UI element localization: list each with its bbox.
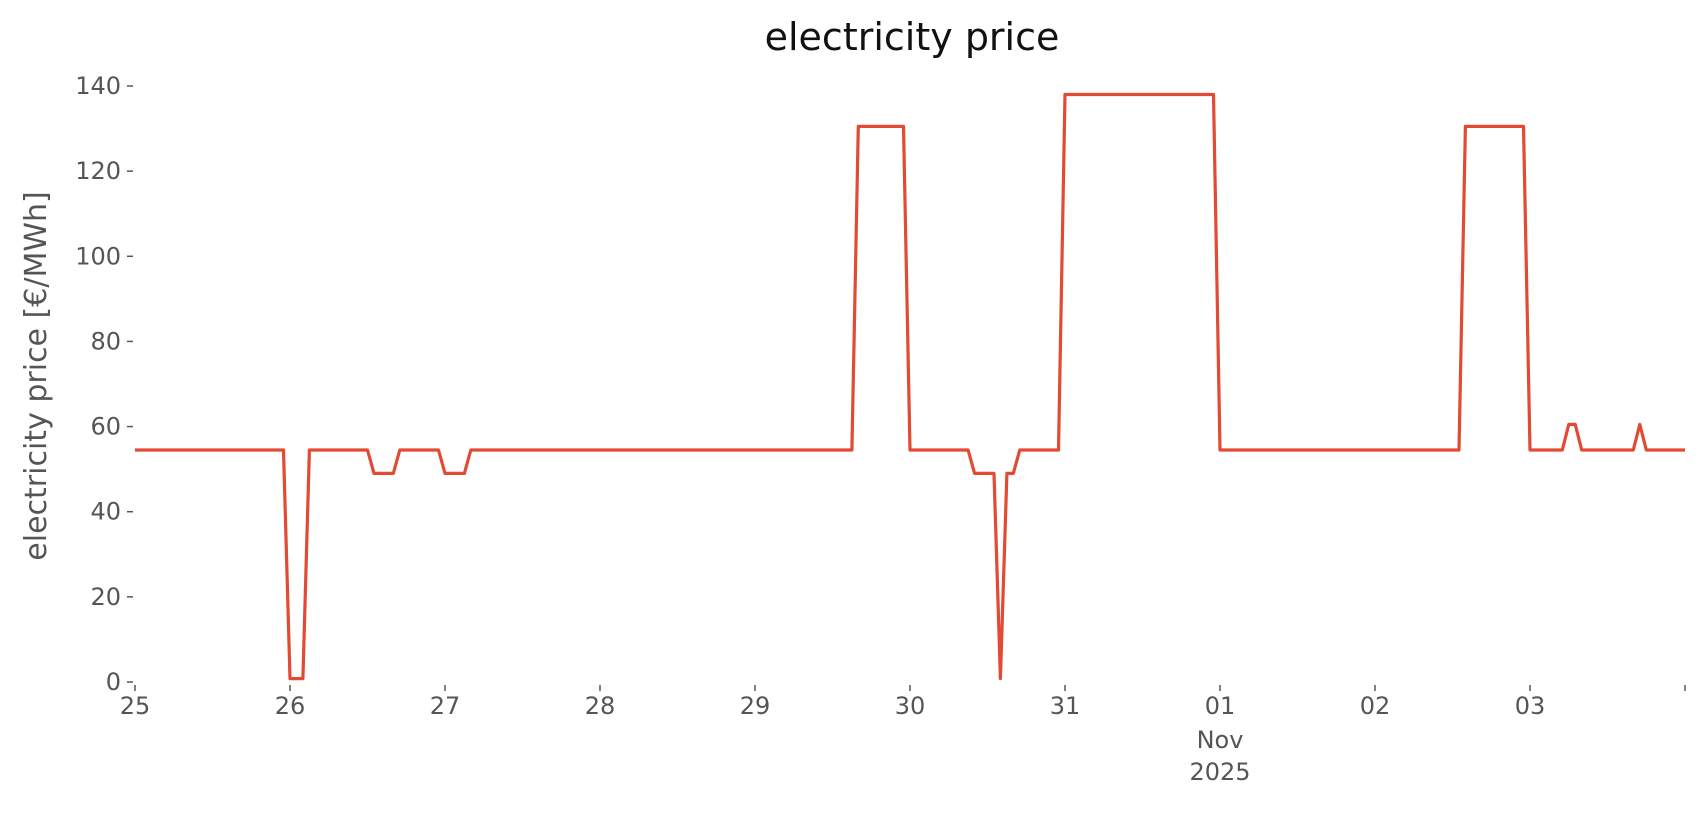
y-tick-label: 20: [90, 583, 121, 611]
y-tick-label: 60: [90, 413, 121, 441]
x-tick-label: 27: [430, 692, 461, 720]
x-tick-sublabel-month: Nov: [1197, 726, 1244, 754]
y-axis-label: electricity price [€/MWh]: [19, 191, 54, 560]
y-tick-label: 0: [106, 668, 121, 696]
x-axis: 25 26 27 28 29 30 31 01 Nov 2025 02 03: [120, 685, 1686, 786]
x-tick-label: 26: [275, 692, 306, 720]
x-tick-sublabel-year: 2025: [1189, 758, 1250, 786]
y-axis: 0 20 40 60 80 100 120 140: [75, 72, 133, 696]
x-tick-label: 30: [895, 692, 926, 720]
x-tick-label: 29: [740, 692, 771, 720]
x-tick-label: 25: [120, 692, 151, 720]
y-tick-label: 80: [90, 327, 121, 355]
y-tick-label: 120: [75, 157, 121, 185]
x-tick-label: 02: [1360, 692, 1391, 720]
x-tick-label: 01: [1205, 692, 1236, 720]
price-series-line: [135, 92, 1685, 681]
y-tick-label: 140: [75, 72, 121, 100]
x-tick-label: 31: [1050, 692, 1081, 720]
x-tick-label: 28: [585, 692, 616, 720]
chart-title: electricity price: [765, 15, 1060, 59]
y-tick-label: 100: [75, 242, 121, 270]
y-tick-label: 40: [90, 498, 121, 526]
x-tick-label: 03: [1515, 692, 1546, 720]
plot-area: [135, 92, 1685, 681]
